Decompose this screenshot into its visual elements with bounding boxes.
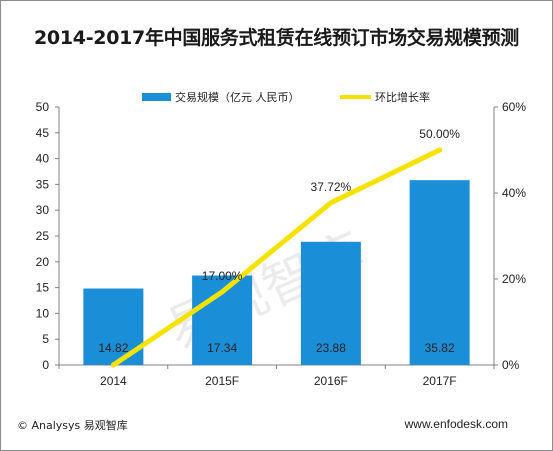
growth-line-series bbox=[110, 147, 443, 368]
growth-value-label: 50.00% bbox=[419, 127, 460, 141]
category-label: 2015F bbox=[205, 374, 239, 388]
category-label: 2017F bbox=[423, 374, 457, 388]
bar bbox=[409, 180, 470, 365]
left-tick-label: 50 bbox=[36, 100, 50, 114]
bar-data-labels: 14.82 17.34 23.88 35.82 bbox=[98, 341, 455, 355]
chart-title: 2014-2017年中国服务式租赁在线预订市场交易规模预测 bbox=[34, 27, 519, 49]
right-tick-label: 40% bbox=[502, 186, 526, 200]
left-axis-ticks: 0 5 10 15 20 25 30 35 40 45 50 bbox=[36, 100, 59, 372]
left-tick-label: 20 bbox=[36, 255, 50, 269]
category-label: 2014 bbox=[100, 374, 127, 388]
left-tick-label: 10 bbox=[36, 306, 50, 320]
left-tick-label: 0 bbox=[42, 358, 49, 372]
bars bbox=[83, 180, 470, 365]
left-tick-label: 35 bbox=[36, 177, 50, 191]
growth-point bbox=[437, 147, 443, 153]
bar-value-label: 17.34 bbox=[207, 341, 237, 355]
growth-line bbox=[110, 147, 443, 368]
legend-bar-swatch bbox=[142, 93, 171, 101]
footer-website: www.enfodesk.com bbox=[404, 417, 508, 431]
growth-point bbox=[110, 362, 116, 368]
growth-point bbox=[328, 200, 334, 206]
footer-copyright: © Analysys 易观智库 bbox=[17, 419, 128, 432]
growth-point bbox=[219, 289, 225, 295]
left-tick-label: 45 bbox=[36, 126, 50, 140]
right-axis-ticks: 0% 20% 40% 60% bbox=[494, 100, 526, 372]
category-label: 2016F bbox=[314, 374, 348, 388]
bar-value-label: 14.82 bbox=[98, 341, 128, 355]
bar-value-label: 35.82 bbox=[425, 341, 455, 355]
left-tick-label: 25 bbox=[36, 229, 50, 243]
left-tick-label: 5 bbox=[42, 332, 49, 346]
left-tick-label: 40 bbox=[36, 152, 50, 166]
right-tick-label: 20% bbox=[502, 272, 526, 286]
growth-value-label: 37.72% bbox=[311, 180, 352, 194]
bar bbox=[300, 241, 361, 365]
bar-value-label: 23.88 bbox=[316, 341, 346, 355]
legend-bar-label: 交易规模（亿元 人民币） bbox=[175, 90, 300, 104]
legend: 交易规模（亿元 人民币） 环比增长率 bbox=[142, 90, 430, 104]
line-data-labels: 17.00% 37.72% 50.00% bbox=[202, 127, 461, 283]
right-tick-label: 60% bbox=[502, 100, 526, 114]
growth-value-label: 17.00% bbox=[202, 269, 243, 283]
left-tick-label: 30 bbox=[36, 203, 50, 217]
legend-line-label: 环比增长率 bbox=[375, 90, 430, 104]
left-tick-label: 15 bbox=[36, 281, 50, 295]
category-labels: 2014 2015F 2016F 2017F bbox=[58, 365, 495, 388]
right-tick-label: 0% bbox=[502, 358, 520, 372]
